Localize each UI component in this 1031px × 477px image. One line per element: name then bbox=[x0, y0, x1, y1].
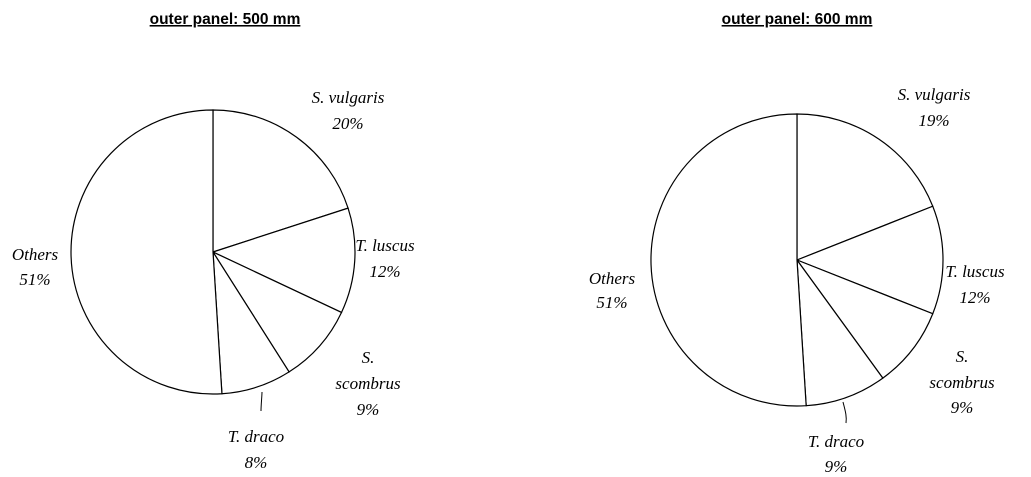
label-leader-line bbox=[260, 391, 263, 412]
slice-percent-s-scombrus: 9% bbox=[357, 400, 380, 419]
slice-label-line2-s-scombrus: scombrus bbox=[929, 373, 995, 392]
slice-label-t-draco: T. draco bbox=[228, 427, 284, 446]
slice-percent-s-vulgaris: 19% bbox=[918, 111, 949, 130]
slice-percent-t-draco: 8% bbox=[245, 453, 268, 472]
chart-title: outer panel: 600 mm bbox=[722, 11, 873, 28]
pie-slice-s-scombrus bbox=[211, 250, 343, 373]
pie-slice-s-scombrus bbox=[795, 258, 934, 379]
pie-slice-t-draco bbox=[796, 257, 884, 407]
slice-label-s-vulgaris: S. vulgaris bbox=[898, 85, 971, 104]
slice-percent-t-luscus: 12% bbox=[959, 288, 990, 307]
slice-label-t-luscus: T. luscus bbox=[945, 262, 1005, 281]
label-leader-line bbox=[842, 401, 847, 424]
slice-label-t-draco: T. draco bbox=[808, 432, 864, 451]
slice-percent-s-vulgaris: 20% bbox=[332, 114, 363, 133]
slice-label-others: Others bbox=[12, 245, 59, 264]
pie-slice-s-vulgaris bbox=[212, 109, 349, 253]
slice-percent-s-scombrus: 9% bbox=[951, 398, 974, 417]
pie-slice-others bbox=[650, 113, 807, 407]
pie-chart-500mm: outer panel: 500 mm S. vulgaris 20% T. lus… bbox=[12, 11, 415, 472]
slice-percent-others: 51% bbox=[19, 270, 50, 289]
slice-label-s-vulgaris: S. vulgaris bbox=[312, 88, 385, 107]
slice-label-s-scombrus: S. bbox=[362, 348, 375, 367]
slice-label-s-scombrus: S. bbox=[956, 347, 969, 366]
slice-percent-t-draco: 9% bbox=[825, 457, 848, 476]
slice-label-others: Others bbox=[589, 269, 636, 288]
pie-slice-s-vulgaris bbox=[796, 113, 934, 261]
pie-slice-t-luscus bbox=[795, 205, 944, 315]
slice-label-line2-s-scombrus: scombrus bbox=[335, 374, 401, 393]
slice-percent-others: 51% bbox=[596, 293, 627, 312]
chart-title: outer panel: 500 mm bbox=[150, 11, 301, 28]
pie-slice-t-luscus bbox=[211, 207, 356, 314]
slice-percent-t-luscus: 12% bbox=[369, 262, 400, 281]
pie-chart-600mm: outer panel: 600 mm S. vulgaris 19% T. lus… bbox=[589, 11, 1005, 476]
pie-slice-others bbox=[70, 109, 223, 395]
slice-label-t-luscus: T. luscus bbox=[355, 236, 415, 255]
